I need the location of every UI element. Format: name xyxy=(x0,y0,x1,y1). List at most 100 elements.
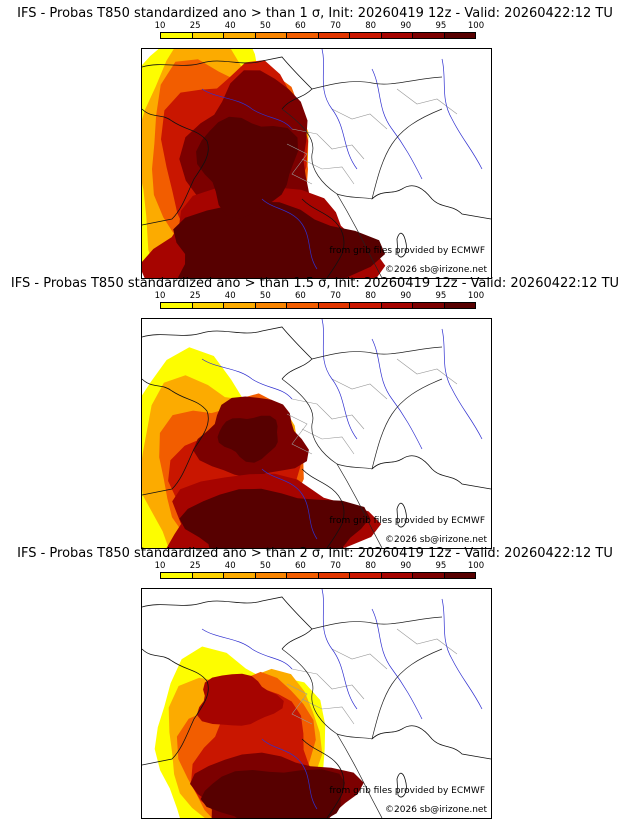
country-border xyxy=(281,648,373,740)
river-line xyxy=(261,198,318,270)
admin-boundary-line xyxy=(301,158,355,185)
colorbar-swatch xyxy=(350,303,382,308)
rivers xyxy=(201,589,483,810)
probability-map: from grib files provided by ECMWF ©2026 … xyxy=(141,588,492,819)
probability-field xyxy=(154,646,364,818)
colorbar-tick-label: 10 xyxy=(154,291,166,301)
source-credit: from grib files provided by ECMWF xyxy=(329,246,485,256)
colorbar-tick-label: 100 xyxy=(467,561,485,571)
colorbar-tick-label: 50 xyxy=(259,291,271,301)
coastline xyxy=(301,468,345,548)
colorbar: 10 25 40 50 60 70 80 90 95 100 xyxy=(155,291,484,309)
admin-boundary-line xyxy=(331,108,388,130)
colorbar-swatch xyxy=(192,303,224,308)
colorbar-tick-label: 10 xyxy=(154,21,166,31)
colorbar-swatch xyxy=(161,33,193,38)
colorbar-tick-label: 80 xyxy=(365,291,377,301)
rivers xyxy=(201,319,483,540)
colorbar-tick-label: 70 xyxy=(330,561,341,571)
coastlines xyxy=(142,56,491,278)
colorbar-tick-label: 50 xyxy=(259,561,271,571)
coastline xyxy=(301,198,345,278)
probability-contour xyxy=(179,488,370,548)
admin-boundary-line xyxy=(301,428,355,455)
coastline xyxy=(396,232,407,258)
colorbar: 10 25 40 50 60 70 80 90 95 100 xyxy=(155,21,484,39)
admin-boundary-line xyxy=(286,683,313,725)
coastline xyxy=(142,56,313,110)
colorbar-swatch xyxy=(444,573,475,578)
river-line xyxy=(321,589,358,710)
admin-boundary-line xyxy=(331,648,388,670)
admin-boundary-line xyxy=(291,128,365,160)
source-credit: from grib files provided by ECMWF xyxy=(329,516,485,526)
country-border xyxy=(311,346,443,360)
colorbar-swatch xyxy=(192,33,224,38)
country-border xyxy=(336,733,383,818)
colorbar-tick-label: 25 xyxy=(189,21,201,31)
river-line xyxy=(201,628,293,670)
colorbar-tick-label: 10 xyxy=(154,561,166,571)
colorbar-tick-label: 50 xyxy=(259,21,271,31)
map-svg xyxy=(142,589,491,818)
colorbar-tick-label: 80 xyxy=(365,21,377,31)
coastline xyxy=(142,648,209,766)
probability-field xyxy=(142,347,382,548)
colorbar-swatch xyxy=(161,303,193,308)
colorbar-swatches xyxy=(160,572,476,579)
admin-boundary-line xyxy=(286,413,313,455)
colorbar-swatch xyxy=(224,33,256,38)
country-border xyxy=(336,193,383,278)
colorbar-swatch xyxy=(224,303,256,308)
country-borders xyxy=(281,346,443,548)
colorbar-swatch xyxy=(224,573,256,578)
country-border xyxy=(371,648,443,740)
colorbar-tick-label: 100 xyxy=(467,291,485,301)
panel-title: IFS - Probas T850 standardized ano > tha… xyxy=(10,276,620,291)
colorbar-tick-label: 95 xyxy=(435,561,447,571)
probability-field xyxy=(142,49,386,278)
copyright-label: ©2026 sb@irizone.net xyxy=(385,805,487,815)
admin-boundaries xyxy=(286,88,458,185)
river-line xyxy=(371,68,423,180)
map-svg xyxy=(142,319,491,548)
colorbar-tick-label: 60 xyxy=(295,21,306,31)
rivers xyxy=(201,49,483,270)
river-line xyxy=(321,49,358,170)
country-border xyxy=(311,616,443,630)
colorbar-tick-label: 90 xyxy=(400,21,412,31)
river-line xyxy=(371,338,423,450)
river-line xyxy=(441,598,483,710)
probability-map: from grib files provided by ECMWF ©2026 … xyxy=(141,318,492,549)
river-line xyxy=(371,608,423,720)
map-panel-1sigma: IFS - Probas T850 standardized ano > tha… xyxy=(0,6,630,279)
colorbar-tick-label: 90 xyxy=(400,561,412,571)
colorbar-swatch xyxy=(192,573,224,578)
probability-contour xyxy=(200,769,345,818)
colorbar-swatch xyxy=(255,573,287,578)
colorbar-swatch xyxy=(350,573,382,578)
river-line xyxy=(441,328,483,440)
admin-boundary-line xyxy=(286,143,313,185)
admin-boundary-line xyxy=(331,378,388,400)
country-borders xyxy=(281,616,443,818)
colorbar-swatch xyxy=(318,573,350,578)
coastline xyxy=(396,772,407,798)
colorbar-labels: 10 25 40 50 60 70 80 90 95 100 xyxy=(155,561,485,571)
colorbar-tick-label: 40 xyxy=(224,291,236,301)
probability-contour xyxy=(196,116,298,219)
map-panel-2sigma: IFS - Probas T850 standardized ano > tha… xyxy=(0,546,630,819)
colorbar: 10 25 40 50 60 70 80 90 95 100 xyxy=(155,561,485,579)
colorbar-swatch xyxy=(381,33,413,38)
colorbar-tick-label: 70 xyxy=(330,21,341,31)
colorbar-swatch xyxy=(255,33,287,38)
colorbar-swatch xyxy=(381,573,413,578)
admin-boundaries xyxy=(286,358,458,455)
colorbar-swatch xyxy=(161,573,193,578)
map-svg xyxy=(142,49,491,278)
colorbar-tick-label: 40 xyxy=(224,561,236,571)
colorbar-swatch xyxy=(287,573,319,578)
colorbar-swatch xyxy=(413,573,445,578)
river-line xyxy=(441,58,483,170)
colorbar-swatch xyxy=(255,303,287,308)
